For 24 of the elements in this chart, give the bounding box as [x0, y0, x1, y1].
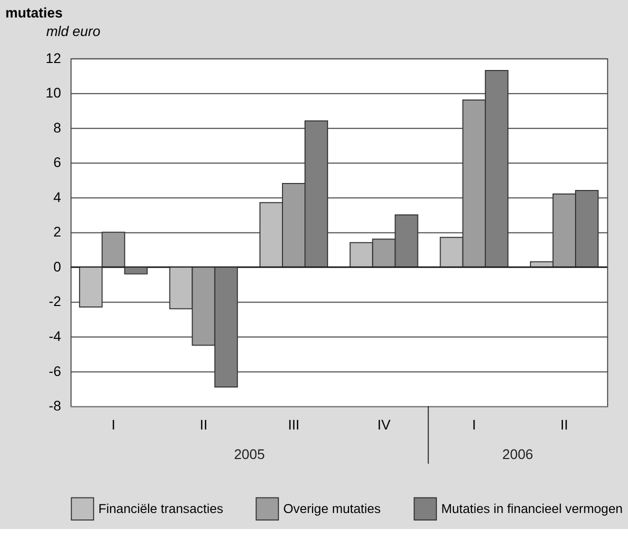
y-tick-label: 0 [53, 258, 62, 274]
x-tick-label: II [560, 416, 568, 432]
legend-label: Mutaties in financieel vermogen [441, 500, 623, 516]
text: 2005 [234, 446, 266, 462]
y-axis-title: mld euro [46, 22, 101, 39]
text: 2006 [502, 446, 534, 462]
x-tick-label: I [472, 416, 476, 432]
y-tick-label: 10 [46, 84, 62, 101]
y-tick-label: -4 [48, 328, 62, 344]
x-tick-label: II [200, 416, 208, 432]
x-tick-label: I [111, 416, 116, 432]
y-tick-label: -6 [48, 362, 62, 379]
chart-title: mutaties [5, 4, 63, 21]
legend-label: Overige mutaties [283, 500, 381, 516]
legend-label: Financiële transacties [98, 500, 224, 516]
y-tick-label: 12 [46, 50, 62, 66]
x-tick-label: IV [377, 416, 392, 432]
y-tick-label: 2 [53, 224, 62, 240]
y-tick-label: 8 [53, 119, 62, 136]
x-tick-label: III [288, 416, 300, 432]
y-tick-label: 4 [53, 188, 62, 205]
y-tick-label: -2 [48, 293, 62, 310]
y-tick-label: -8 [48, 398, 62, 414]
y-tick-label: 6 [53, 154, 62, 170]
